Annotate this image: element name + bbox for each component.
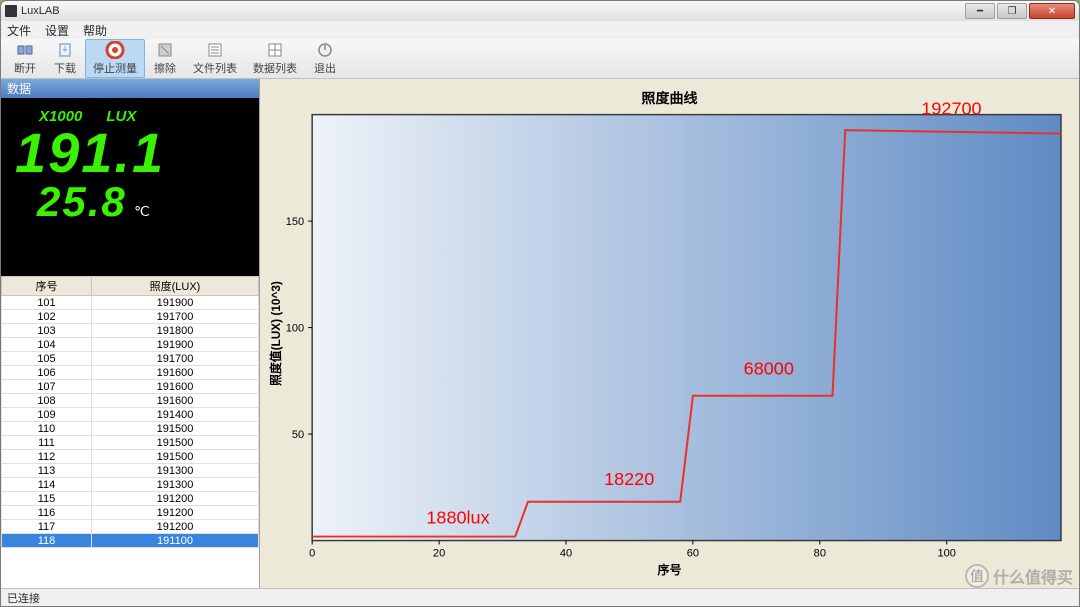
- data-table: 序号 照度(LUX) 10119190010219170010319180010…: [1, 276, 259, 548]
- svg-text:18220: 18220: [604, 469, 654, 489]
- svg-text:60: 60: [687, 547, 699, 559]
- svg-text:100: 100: [938, 547, 956, 559]
- table-row[interactable]: 109191400: [2, 408, 259, 422]
- table-row[interactable]: 107191600: [2, 380, 259, 394]
- table-row[interactable]: 103191800: [2, 324, 259, 338]
- lcd-main-value: 191.1: [15, 125, 245, 181]
- table-row[interactable]: 113191300: [2, 464, 259, 478]
- table-row[interactable]: 102191700: [2, 310, 259, 324]
- app-icon: [5, 5, 17, 17]
- svg-text:0: 0: [309, 547, 315, 559]
- menu-bar: 文件 设置 帮助: [1, 21, 1079, 39]
- download-icon: [55, 41, 75, 59]
- toolbar-exit[interactable]: 退出: [305, 39, 345, 78]
- menu-help[interactable]: 帮助: [83, 22, 107, 39]
- svg-text:20: 20: [433, 547, 445, 559]
- table-row[interactable]: 116191200: [2, 506, 259, 520]
- menu-settings[interactable]: 设置: [45, 22, 69, 39]
- lux-chart: 照度曲线 50 100 150 0 20 40 60 80 100 序号 照度值(LUX) (10^3…: [268, 87, 1071, 580]
- toolbar-datalist[interactable]: 数据列表: [245, 39, 305, 78]
- toolbar-filelist[interactable]: 文件列表: [185, 39, 245, 78]
- table-row[interactable]: 110191500: [2, 422, 259, 436]
- svg-text:150: 150: [286, 216, 304, 228]
- table-row[interactable]: 104191900: [2, 338, 259, 352]
- disconnect-icon: [15, 41, 35, 59]
- datalist-icon: [265, 41, 285, 59]
- toolbar-stop[interactable]: 停止测量: [85, 39, 145, 78]
- svg-text:80: 80: [814, 547, 826, 559]
- table-row[interactable]: 118191100: [2, 534, 259, 548]
- toolbar-disconnect[interactable]: 断开: [5, 39, 45, 78]
- table-row[interactable]: 112191500: [2, 450, 259, 464]
- status-bar: 已连接: [1, 588, 1079, 606]
- svg-text:50: 50: [292, 429, 304, 441]
- table-row[interactable]: 101191900: [2, 296, 259, 310]
- toolbar-erase[interactable]: 擦除: [145, 39, 185, 78]
- table-row[interactable]: 115191200: [2, 492, 259, 506]
- panel-header: 数据: [1, 79, 259, 98]
- chart-panel: 照度曲线 50 100 150 0 20 40 60 80 100 序号 照度值(LUX) (10^3…: [260, 79, 1079, 588]
- data-panel: 数据 X1000 LUX 191.1 25.8 ℃ 序号 照度(LUX): [1, 79, 260, 588]
- svg-text:1880lux: 1880lux: [426, 508, 489, 528]
- svg-text:100: 100: [286, 323, 304, 335]
- app-window: LuxLAB ━ ❐ ✕ 文件 设置 帮助 断开下载停止测量擦除文件列表数据列表…: [0, 0, 1080, 607]
- title-bar[interactable]: LuxLAB ━ ❐ ✕: [1, 1, 1079, 21]
- lcd-temp-value: 25.8: [37, 178, 127, 225]
- window-title: LuxLAB: [21, 5, 965, 17]
- filelist-icon: [205, 41, 225, 59]
- table-row[interactable]: 117191200: [2, 520, 259, 534]
- svg-text:40: 40: [560, 547, 572, 559]
- erase-icon: [155, 41, 175, 59]
- lcd-temp-unit: ℃: [134, 203, 150, 219]
- stop-icon: [105, 41, 125, 59]
- col-lux[interactable]: 照度(LUX): [92, 277, 259, 296]
- status-text: 已连接: [7, 590, 40, 606]
- table-row[interactable]: 105191700: [2, 352, 259, 366]
- toolbar: 断开下载停止测量擦除文件列表数据列表退出: [1, 39, 1079, 79]
- table-row[interactable]: 111191500: [2, 436, 259, 450]
- svg-text:序号: 序号: [657, 563, 681, 577]
- minimize-button[interactable]: ━: [965, 3, 995, 19]
- data-table-container[interactable]: 序号 照度(LUX) 10119190010219170010319180010…: [1, 276, 259, 588]
- close-button[interactable]: ✕: [1029, 3, 1075, 19]
- svg-text:照度值(LUX) (10^3): 照度值(LUX) (10^3): [269, 281, 283, 386]
- exit-icon: [315, 41, 335, 59]
- toolbar-download[interactable]: 下载: [45, 39, 85, 78]
- table-row[interactable]: 106191600: [2, 366, 259, 380]
- maximize-button[interactable]: ❐: [997, 3, 1027, 19]
- table-row[interactable]: 114191300: [2, 478, 259, 492]
- lcd-display: X1000 LUX 191.1 25.8 ℃: [1, 98, 259, 276]
- svg-text:192700: 192700: [921, 99, 981, 119]
- table-row[interactable]: 108191600: [2, 394, 259, 408]
- svg-text:照度曲线: 照度曲线: [641, 90, 697, 106]
- col-index[interactable]: 序号: [2, 277, 92, 296]
- menu-file[interactable]: 文件: [7, 22, 31, 39]
- svg-text:68000: 68000: [744, 359, 794, 379]
